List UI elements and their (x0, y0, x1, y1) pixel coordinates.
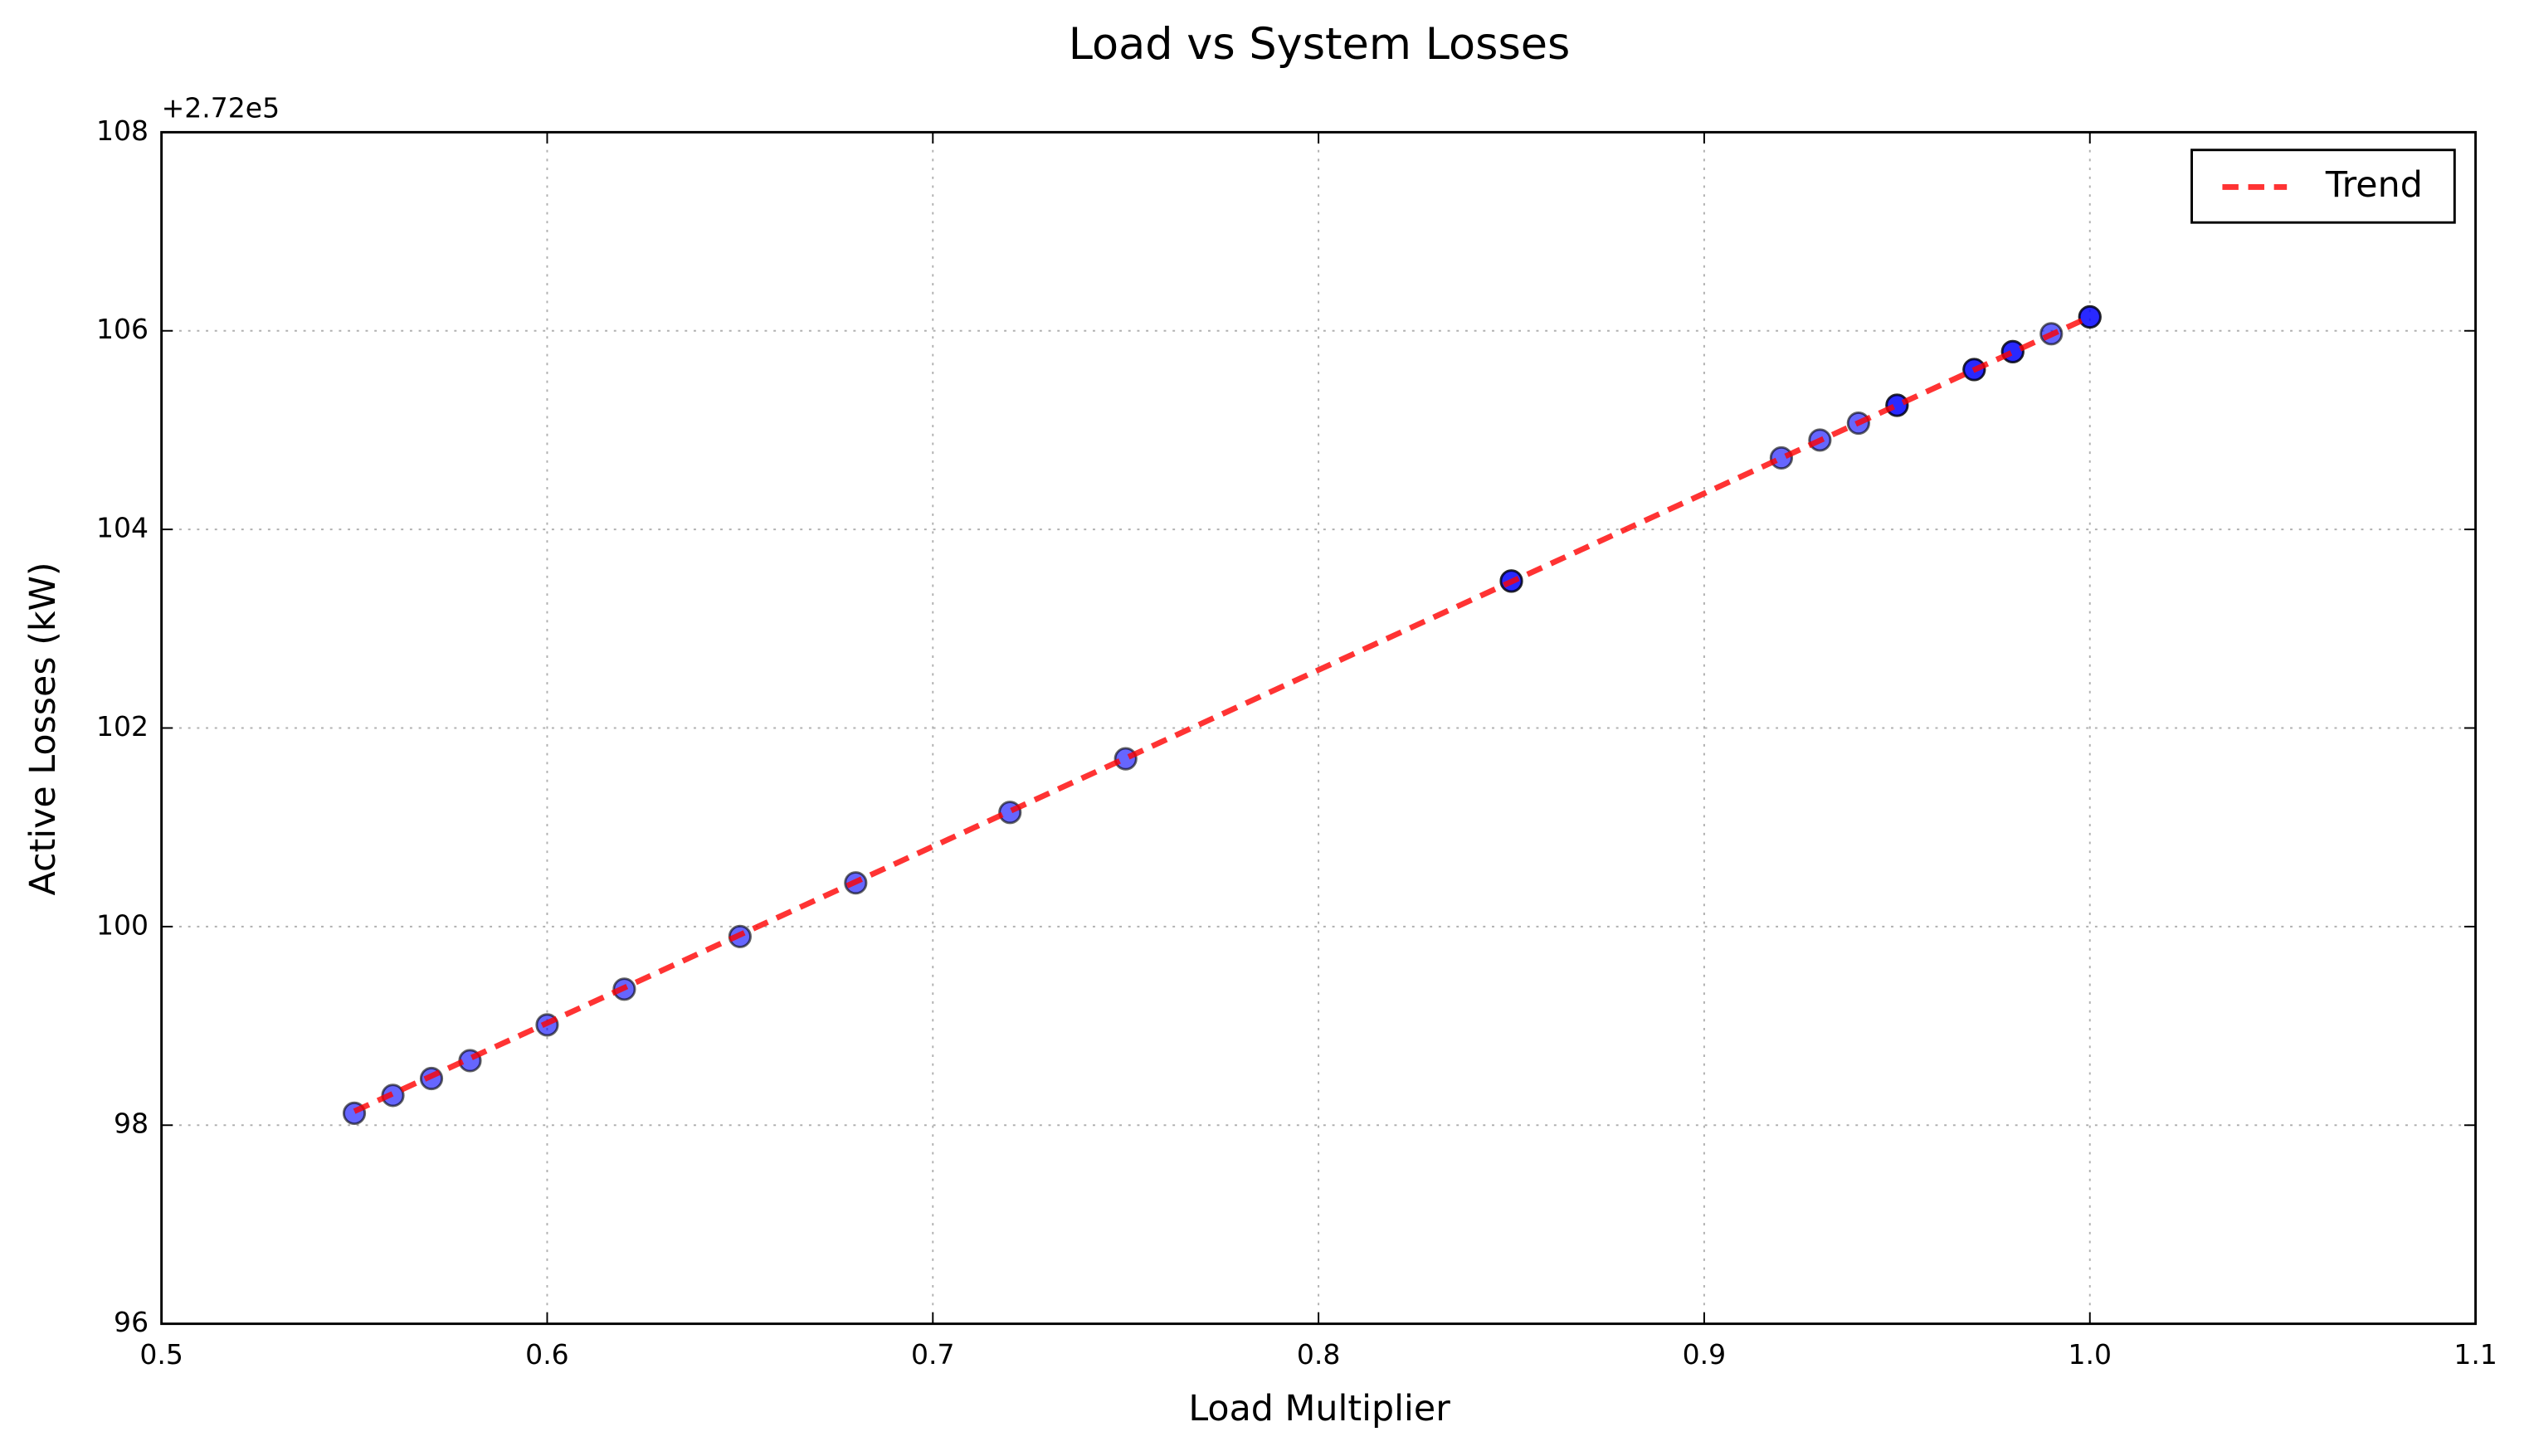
legend-label: Trend (2325, 164, 2423, 206)
scatter-point (2000, 339, 2025, 363)
y-tick-label: 106 (96, 313, 149, 345)
x-tick-label: 0.8 (1297, 1338, 1341, 1371)
scatter-point (1885, 393, 1909, 417)
y-tick-label: 96 (114, 1306, 149, 1338)
x-tick-label: 1.0 (2069, 1338, 2112, 1371)
x-tick-label: 0.9 (1683, 1338, 1727, 1371)
x-axis-label: Load Multiplier (1188, 1388, 1450, 1429)
scatter-point (2078, 304, 2102, 329)
x-tick-label: 0.6 (525, 1338, 569, 1371)
y-tick-label: 104 (96, 512, 149, 544)
chart-title: Load vs System Losses (1069, 19, 1571, 70)
y-axis-label: Active Losses (kW) (22, 562, 64, 895)
plot-frame (160, 130, 2478, 1326)
y-tick-label: 108 (96, 114, 149, 147)
x-tick-label: 0.5 (139, 1338, 183, 1371)
y-tick-label: 102 (96, 710, 149, 743)
y-offset-text: +2.72e5 (162, 92, 280, 124)
scatter-point (1769, 446, 1793, 470)
trend-line (353, 314, 2092, 1114)
x-tick-label: 1.1 (2453, 1338, 2497, 1371)
x-tick-label: 0.7 (911, 1338, 955, 1371)
y-tick-label: 100 (96, 908, 149, 941)
y-tick-label: 98 (114, 1108, 149, 1140)
